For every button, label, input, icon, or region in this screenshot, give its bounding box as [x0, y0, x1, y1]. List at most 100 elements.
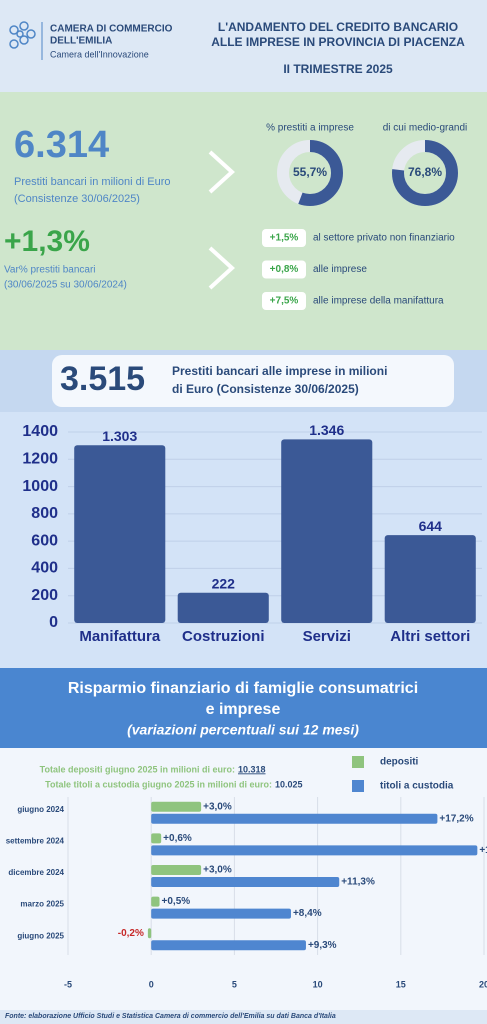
y-tick-label: settembre 2024	[6, 837, 65, 846]
chevron	[208, 150, 235, 194]
value-label: +3,0%	[203, 865, 232, 876]
x-tick-label: 20	[479, 979, 487, 989]
y-tick-label: 0	[49, 614, 58, 631]
donut-title: % prestiti a imprese	[266, 123, 354, 134]
donut-label: 76,8%	[408, 165, 442, 179]
value-label: 222	[212, 575, 236, 591]
chevron	[208, 246, 235, 290]
callout-box	[52, 355, 454, 407]
note: Totale titoli a custodia giugno 2025 in …	[45, 779, 272, 789]
pill-value: +0,8%	[270, 264, 299, 275]
x-tick-label: 10	[313, 979, 323, 989]
x-tick-label: Manifattura	[79, 628, 160, 645]
value-label: +3,0%	[203, 801, 232, 812]
value-label: -0,2%	[118, 928, 144, 939]
value-label: +17,2%	[439, 813, 473, 824]
org-name: CAMERA DI COMMERCIO	[50, 24, 173, 35]
header-bg	[0, 0, 487, 92]
donut-title: di cui medio-grandi	[383, 123, 468, 134]
logo	[9, 21, 36, 49]
y-tick-label: 400	[31, 560, 58, 577]
y-tick-label: giugno 2025	[17, 931, 64, 940]
y-tick-label: dicembre 2024	[8, 868, 64, 877]
x-tick-label: 0	[149, 979, 154, 989]
bar	[151, 940, 306, 951]
legend-swatch	[352, 756, 364, 768]
donut-label: 55,7%	[293, 165, 327, 179]
change-label: Var% prestiti bancari	[4, 265, 96, 276]
bar	[151, 877, 340, 887]
value-label: +11,3%	[341, 877, 375, 888]
value-label: 1.346	[309, 422, 344, 438]
value-label: 644	[419, 518, 443, 534]
value-label: +0,6%	[163, 833, 192, 844]
change-value: +1,3%	[4, 225, 90, 258]
pill	[262, 229, 306, 247]
period: II TRIMESTRE 2025	[283, 62, 393, 76]
x-tick-label: Altri settori	[390, 628, 470, 645]
x-tick-label: Servizi	[303, 628, 351, 645]
y-tick-label: 200	[31, 587, 58, 604]
banner	[0, 668, 487, 748]
bar	[151, 896, 160, 907]
pill-value: +1,5%	[270, 233, 299, 244]
x-tick-label: Costruzioni	[182, 628, 265, 645]
bar	[151, 865, 202, 875]
bar	[151, 801, 202, 812]
pill-value: +7,5%	[270, 296, 299, 307]
callout-label: di Euro (Consistenze 30/06/2025)	[172, 382, 359, 396]
pill	[262, 260, 306, 279]
org-name: DELL'EMILIA	[50, 36, 112, 47]
x-tick-label: 5	[232, 979, 237, 989]
legend-label: depositi	[380, 757, 419, 768]
bar	[74, 445, 166, 623]
total-label: Prestiti bancari in milioni di Euro	[14, 176, 171, 188]
bar	[151, 833, 162, 844]
footer-bg	[0, 1010, 487, 1024]
summary-bg	[0, 92, 487, 350]
bar	[281, 439, 373, 623]
x-tick-label: 15	[396, 979, 406, 989]
pill-label: al settore privato non finanziario	[313, 233, 455, 244]
banner-title: e imprese	[206, 701, 281, 718]
banner-title: Risparmio finanziario di famiglie consum…	[68, 680, 418, 697]
x-tick-label: -5	[64, 979, 72, 989]
callout-value: 3.515	[60, 360, 145, 398]
banner-subtitle: (variazioni percentuali sui 12 mesi)	[127, 722, 359, 738]
callout-label: Prestiti bancari alle imprese in milioni	[172, 364, 387, 378]
bar	[177, 592, 269, 623]
y-tick-label: marzo 2025	[20, 900, 64, 909]
pill	[262, 292, 306, 310]
y-tick-label: 1000	[22, 478, 58, 495]
total-value: 6.314	[14, 124, 109, 166]
total-label: (Consistenze 30/06/2025)	[14, 193, 140, 205]
pill-label: alle imprese della manifattura	[313, 296, 444, 307]
y-tick-label: 1200	[22, 451, 58, 468]
change-label: (30/06/2025 su 30/06/2024)	[4, 280, 127, 291]
value-label: 1.303	[102, 428, 137, 444]
y-tick-label: 1400	[22, 423, 58, 440]
title: L'ANDAMENTO DEL CREDITO BANCARIO	[218, 20, 458, 34]
value-label: +9,3%	[308, 940, 337, 951]
value-label: +8,4%	[293, 908, 322, 919]
pill-label: alle imprese	[313, 264, 367, 275]
bar	[384, 535, 476, 623]
note-value: 10.318	[238, 764, 266, 774]
bar	[151, 845, 478, 856]
legend-swatch	[352, 780, 364, 792]
legend-label: titoli a custodia	[380, 781, 454, 792]
y-tick-label: 800	[31, 505, 58, 522]
value-label: +19,6%	[479, 845, 487, 856]
bar	[151, 813, 438, 824]
y-tick-label: 600	[31, 532, 58, 549]
y-tick-label: giugno 2024	[17, 805, 64, 814]
note: Totale depositi giugno 2025 in milioni d…	[40, 764, 235, 774]
value-label: +0,5%	[162, 896, 191, 907]
footer: Fonte: elaborazione Ufficio Studi e Stat…	[5, 1013, 336, 1020]
tagline: Camera dell'Innovazione	[50, 49, 149, 59]
donut-arc	[392, 140, 458, 206]
bar	[147, 928, 152, 939]
bar	[151, 908, 291, 919]
note-value: 10.025	[275, 779, 303, 789]
